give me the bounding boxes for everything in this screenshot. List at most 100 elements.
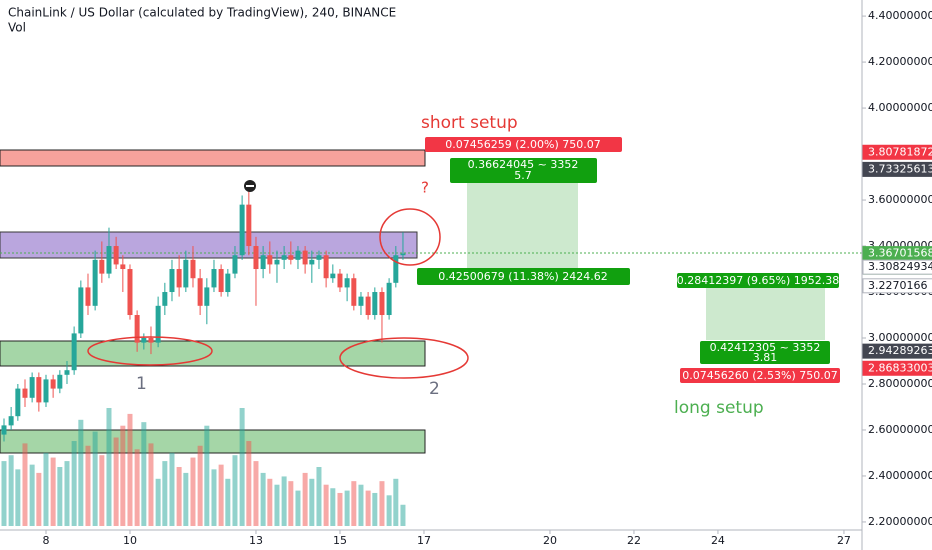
price-label: 3.30824934	[868, 260, 932, 273]
candle-body	[337, 273, 343, 288]
volume-bar	[372, 492, 378, 526]
price-label-bg	[862, 259, 932, 275]
volume-bar	[120, 425, 126, 526]
volume-bar	[43, 452, 49, 526]
candle-body	[176, 269, 182, 288]
price-label: 3.2270166	[868, 279, 928, 292]
candle-body	[183, 259, 189, 288]
candle-body	[190, 259, 196, 279]
x-tick-label: 15	[333, 534, 347, 547]
candle-body	[253, 246, 259, 270]
candle-body	[386, 282, 392, 316]
candle-body	[106, 246, 112, 274]
price-label-bg	[862, 360, 932, 376]
support-zone	[0, 340, 426, 367]
label-bg	[425, 137, 622, 152]
candle-body	[155, 305, 161, 343]
volume-bar	[141, 422, 147, 526]
price-label: 2.94289263	[868, 344, 932, 357]
volume-bar	[400, 504, 406, 526]
price-label-bg	[862, 144, 932, 160]
label-bg	[677, 273, 839, 288]
candle-body	[113, 246, 119, 265]
x-tick-label: 13	[249, 534, 263, 547]
drawn-ellipse	[87, 336, 213, 366]
volume-bar	[1, 461, 7, 526]
candle-body	[351, 278, 357, 306]
chart-title: ChainLink / US Dollar (calculated by Tra…	[8, 6, 396, 20]
volume-bar	[386, 495, 392, 526]
drawn-ellipse	[339, 337, 469, 379]
volume-bar	[288, 481, 294, 526]
volume-bar	[64, 461, 70, 526]
volume-bar	[358, 484, 364, 526]
volume-bar	[253, 461, 259, 526]
volume-bar	[113, 437, 119, 526]
volume-bar	[92, 431, 98, 526]
price-label-bg	[862, 343, 932, 359]
x-tick-label: 22	[627, 534, 641, 547]
drawn-ellipse	[379, 208, 441, 266]
volume-bar	[379, 481, 385, 526]
candle-body	[1, 425, 7, 435]
candle-body	[8, 416, 14, 426]
volume-bar	[239, 408, 245, 526]
y-tick-label: 3.00000000	[868, 331, 932, 344]
price-label: 3.36701568	[868, 247, 932, 260]
annotation: 1	[136, 374, 147, 394]
volume-bar	[204, 425, 210, 526]
candle-body	[15, 388, 21, 417]
candle-body	[148, 338, 154, 343]
candle-body	[127, 269, 133, 316]
candle-body	[295, 250, 301, 260]
volume-bar	[267, 478, 273, 526]
annotation: ?	[421, 179, 429, 197]
volume-bar	[197, 445, 203, 526]
volume-bar	[211, 469, 217, 526]
candle-body	[372, 292, 378, 316]
price-label-bg	[862, 278, 932, 294]
target-label: 0.28412397 (9.65%) 1952.38	[677, 274, 840, 287]
annotation: short setup	[421, 113, 518, 133]
candle-body	[211, 269, 217, 288]
candle-body	[316, 255, 322, 260]
candle-body	[274, 259, 280, 265]
y-tick-label: 2.60000000	[868, 423, 932, 436]
volume-bar	[232, 455, 238, 526]
candle-body	[85, 287, 91, 306]
volume-bar	[85, 445, 91, 526]
y-tick-label: 2.80000000	[868, 377, 932, 390]
y-tick-label: 4.20000000	[868, 55, 932, 68]
candle-body	[134, 315, 140, 343]
candle-body	[323, 255, 329, 279]
price-label-bg	[862, 161, 932, 177]
info-label: 0.36624045 ~ 3352	[468, 158, 579, 171]
volume-bar	[127, 413, 133, 526]
candle-body	[71, 333, 77, 371]
annotation: long setup	[674, 398, 764, 418]
candle-body	[239, 204, 245, 256]
support-zone	[0, 429, 426, 454]
candle-body	[232, 255, 238, 274]
x-tick-label: 17	[417, 534, 431, 547]
candle-body	[267, 255, 273, 265]
stop-label: 0.07456259 (2.00%) 750.07	[445, 138, 601, 151]
candle-body	[99, 259, 105, 274]
candle-body	[260, 255, 266, 270]
candle-body	[64, 370, 70, 375]
candle-body	[330, 273, 336, 279]
range-zone	[0, 231, 418, 259]
candle-body	[358, 296, 364, 306]
y-tick-label: 4.40000000	[868, 9, 932, 22]
candle-body	[309, 259, 315, 265]
volume-bar	[393, 478, 399, 526]
candle-body	[225, 273, 231, 293]
candle-body	[393, 255, 399, 283]
candle-body	[204, 287, 210, 306]
volume-bar	[351, 481, 357, 526]
volume-bar	[260, 472, 266, 526]
candle-body	[36, 377, 42, 403]
volume-bar	[246, 441, 252, 526]
volume-bar	[155, 478, 161, 526]
